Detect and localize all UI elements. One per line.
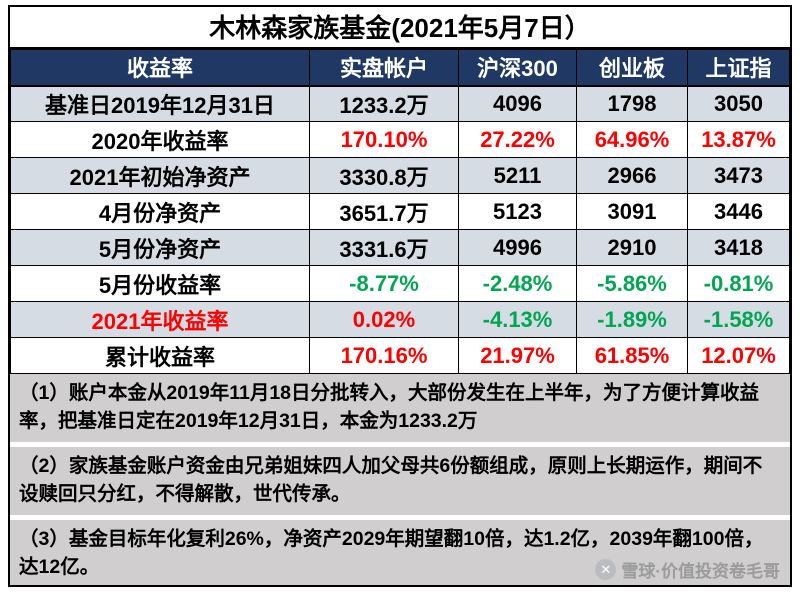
cell-value: 3050 bbox=[687, 85, 790, 122]
cell-value: 27.22% bbox=[458, 121, 577, 158]
row-label: 4月份净资产 bbox=[10, 193, 310, 230]
cell-value: 12.07% bbox=[687, 337, 790, 374]
cell-value: 1233.2万 bbox=[309, 85, 459, 122]
header-cell-hs300: 沪深300 bbox=[458, 49, 577, 87]
row-label: 5月份收益率 bbox=[10, 265, 310, 302]
row-label: 2021年初始净资产 bbox=[10, 157, 310, 194]
table-row: 5月份净资产 3331.6万 4996 2910 3418 bbox=[10, 229, 790, 266]
cell-value: 3418 bbox=[687, 229, 790, 266]
fund-report-frame: 木林森家族基金(2021年5月7日） 收益率 实盘帐户 沪深300 创业板 上证… bbox=[8, 5, 792, 587]
note-divider bbox=[10, 442, 790, 447]
footnote-2: （2）家族基金账户资金由兄弟姐妹四人加父母共6份额组成，原则上长期运作，期间不设… bbox=[10, 447, 790, 515]
cell-value: -8.77% bbox=[309, 265, 459, 302]
cell-value: 4096 bbox=[458, 85, 577, 122]
table-row: 2021年收益率 0.02% -4.13% -1.89% -1.58% bbox=[10, 301, 790, 338]
cell-value: 2910 bbox=[576, 229, 688, 266]
header-cell-chinext: 创业板 bbox=[576, 49, 688, 87]
cell-value: 0.02% bbox=[309, 301, 459, 338]
table-row: 2021年初始净资产 3330.8万 5211 2966 3473 bbox=[10, 157, 790, 194]
table-row: 5月份收益率 -8.77% -2.48% -5.86% -0.81% bbox=[10, 265, 790, 302]
cell-value: 2966 bbox=[576, 157, 688, 194]
table-row: 基准日2019年12月31日 1233.2万 4096 1798 3050 bbox=[10, 85, 790, 122]
cell-value: -0.81% bbox=[687, 265, 790, 302]
page-title: 木林森家族基金(2021年5月7日） bbox=[10, 7, 790, 49]
cell-value: 3331.6万 bbox=[309, 229, 459, 266]
footnote-3: （3）基金目标年化复利26%，净资产2029年期望翻10倍，达1.2亿，2039… bbox=[10, 520, 790, 585]
cell-value: 61.85% bbox=[576, 337, 688, 374]
cell-value: 5211 bbox=[458, 157, 577, 194]
row-label: 累计收益率 bbox=[10, 337, 310, 374]
table-row: 2020年收益率 170.10% 27.22% 64.96% 13.87% bbox=[10, 121, 790, 158]
fund-returns-table: 收益率 实盘帐户 沪深300 创业板 上证指 基准日2019年12月31日 12… bbox=[10, 49, 790, 374]
xueqiu-logo-icon: ✕ bbox=[595, 559, 617, 580]
cell-value: -5.86% bbox=[576, 265, 688, 302]
row-label: 2020年收益率 bbox=[10, 121, 310, 158]
cell-value: 170.10% bbox=[309, 121, 459, 158]
cell-value: 64.96% bbox=[576, 121, 688, 158]
header-cell-metric: 收益率 bbox=[10, 49, 310, 87]
cell-value: 3651.7万 bbox=[309, 193, 459, 230]
row-label: 2021年收益率 bbox=[10, 301, 310, 338]
cell-value: 170.16% bbox=[309, 337, 459, 374]
cell-value: 4996 bbox=[458, 229, 577, 266]
note-divider bbox=[10, 515, 790, 520]
row-label: 5月份净资产 bbox=[10, 229, 310, 266]
cell-value: -2.48% bbox=[458, 265, 577, 302]
header-cell-account: 实盘帐户 bbox=[309, 49, 459, 87]
footnote-1: （1）账户本金从2019年11月18日分批转入，大部份发生在上半年，为了方便计算… bbox=[10, 374, 790, 442]
cell-value: 3473 bbox=[687, 157, 790, 194]
cell-value: 1798 bbox=[576, 85, 688, 122]
cell-value: 3446 bbox=[687, 193, 790, 230]
cell-value: -4.13% bbox=[458, 301, 577, 338]
cell-value: -1.89% bbox=[576, 301, 688, 338]
cell-value: -1.58% bbox=[687, 301, 790, 338]
watermark-text: 雪球·价值投资卷毛哥 bbox=[621, 562, 780, 581]
cell-value: 5123 bbox=[458, 193, 577, 230]
cell-value: 21.97% bbox=[458, 337, 577, 374]
row-label: 基准日2019年12月31日 bbox=[10, 85, 310, 122]
table-row: 累计收益率 170.16% 21.97% 61.85% 12.07% bbox=[10, 337, 790, 374]
watermark: ✕ 雪球·价值投资卷毛哥 bbox=[595, 557, 780, 582]
table-header-row: 收益率 实盘帐户 沪深300 创业板 上证指 bbox=[10, 49, 790, 87]
table-row: 4月份净资产 3651.7万 5123 3091 3446 bbox=[10, 193, 790, 230]
cell-value: 3330.8万 bbox=[309, 157, 459, 194]
header-cell-sse: 上证指 bbox=[687, 49, 790, 87]
cell-value: 3091 bbox=[576, 193, 688, 230]
cell-value: 13.87% bbox=[687, 121, 790, 158]
